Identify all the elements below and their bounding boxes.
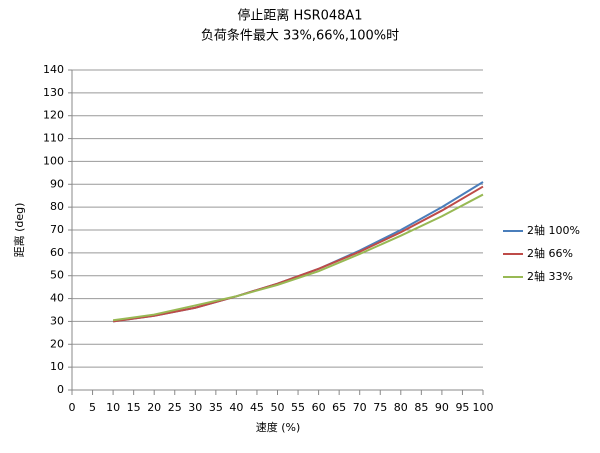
x-tick-label: 25 xyxy=(168,401,182,414)
y-tick-label: 130 xyxy=(43,86,64,99)
y-tick-label: 50 xyxy=(50,269,64,282)
legend-label: 2轴 100% xyxy=(527,223,580,237)
x-tick-label: 55 xyxy=(291,401,305,414)
y-tick-label: 140 xyxy=(43,63,64,76)
x-tick-label: 45 xyxy=(250,401,264,414)
x-tick-label: 100 xyxy=(473,401,494,414)
series-line xyxy=(112,185,484,323)
x-tick-label: 60 xyxy=(312,401,326,414)
y-tick-label: 10 xyxy=(50,360,64,373)
x-tick-label: 90 xyxy=(435,401,449,414)
x-tick-label: 95 xyxy=(455,401,469,414)
y-tick-label: 90 xyxy=(50,177,64,190)
series-line xyxy=(112,193,484,322)
y-axis-label: 距离 (deg) xyxy=(12,203,26,258)
y-tick-label: 70 xyxy=(50,223,64,236)
x-tick-label: 35 xyxy=(209,401,223,414)
chart-subtitle: 负荷条件最大 33%,66%,100%时 xyxy=(201,28,399,44)
x-tick-label: 50 xyxy=(271,401,285,414)
y-tick-label: 40 xyxy=(50,292,64,305)
x-tick-label: 85 xyxy=(414,401,428,414)
y-tick-label: 120 xyxy=(43,109,64,122)
x-tick-label: 30 xyxy=(188,401,202,414)
x-tick-label: 10 xyxy=(106,401,120,414)
y-tick-label: 0 xyxy=(57,383,64,396)
x-axis-label: 速度 (%) xyxy=(256,420,301,434)
legend-label: 2轴 33% xyxy=(527,269,573,283)
x-tick-label: 70 xyxy=(353,401,367,414)
x-tick-label: 40 xyxy=(229,401,243,414)
chart-title: 停止距离 HSR048A1 xyxy=(237,8,362,24)
y-tick-label: 100 xyxy=(43,154,64,167)
series-line xyxy=(112,181,484,323)
x-tick-label: 15 xyxy=(127,401,141,414)
y-tick-label: 20 xyxy=(50,337,64,350)
y-tick-label: 80 xyxy=(50,200,64,213)
x-tick-label: 0 xyxy=(69,401,76,414)
x-tick-label: 65 xyxy=(332,401,346,414)
x-tick-label: 80 xyxy=(394,401,408,414)
y-tick-label: 60 xyxy=(50,246,64,259)
x-tick-label: 5 xyxy=(89,401,96,414)
x-tick-label: 75 xyxy=(373,401,387,414)
x-tick-label: 20 xyxy=(147,401,161,414)
y-tick-label: 110 xyxy=(43,132,64,145)
y-tick-label: 30 xyxy=(50,314,64,327)
legend-label: 2轴 66% xyxy=(527,246,573,260)
